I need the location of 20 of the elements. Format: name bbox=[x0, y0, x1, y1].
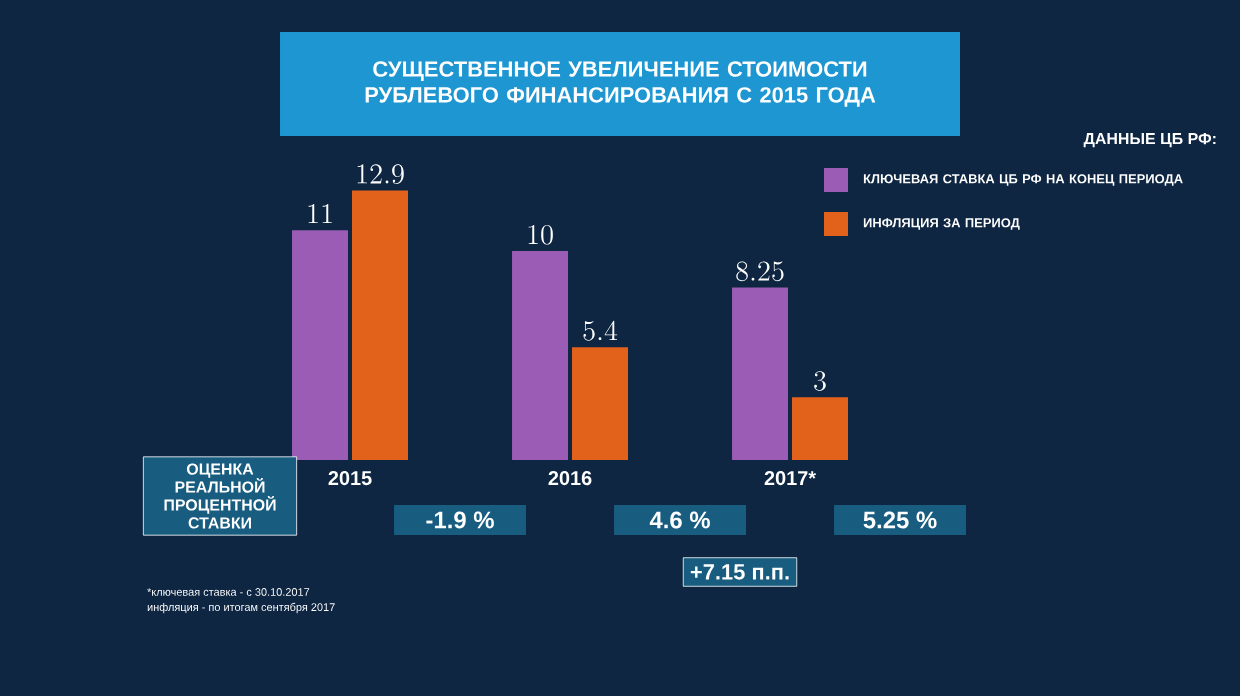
bar bbox=[352, 190, 409, 460]
chart-title: СУЩЕСТВЕННОЕ УВЕЛИЧЕНИЕ СТОИМОСТИ РУБЛЕВОГО ФИНАНСИРОВАНИЯ С 2015 ГОДА bbox=[365, 61, 876, 107]
data-label: 10 bbox=[528, 224, 553, 245]
data-label: 12.9 bbox=[357, 164, 404, 184]
data-label: 11 bbox=[308, 204, 332, 224]
text: +7.15 п.п. bbox=[690, 564, 789, 580]
text: -1.9 % bbox=[426, 511, 494, 529]
data-label: 3 bbox=[814, 371, 826, 391]
bar bbox=[792, 397, 849, 460]
text: 4.6 % bbox=[649, 511, 710, 529]
bar bbox=[732, 287, 789, 460]
x-tick-label: 2015 bbox=[328, 471, 372, 486]
x-tick-label: 2017* bbox=[764, 471, 817, 486]
text: 5.25 % bbox=[863, 511, 937, 529]
bar bbox=[572, 347, 629, 460]
data-label: 5.4 bbox=[583, 320, 618, 341]
x-tick-label: 2016 bbox=[548, 471, 592, 486]
data-label: 8.25 bbox=[736, 261, 784, 282]
bar bbox=[512, 251, 569, 460]
bar bbox=[292, 230, 349, 460]
